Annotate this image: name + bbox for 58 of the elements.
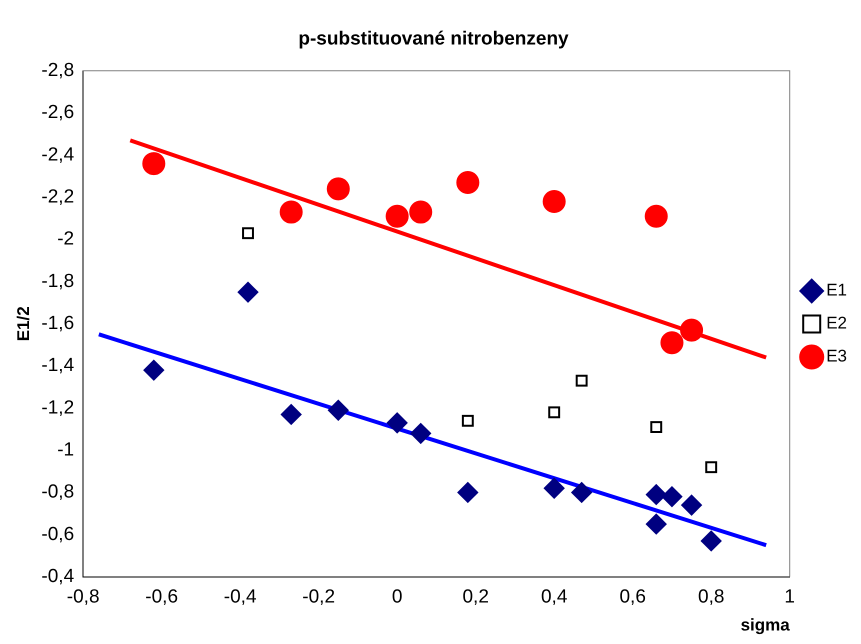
y-tick-label: -1,6 xyxy=(41,313,74,334)
point xyxy=(544,478,565,499)
point xyxy=(328,400,349,421)
point xyxy=(280,404,302,425)
x-tick-label: -0,6 xyxy=(145,586,178,608)
point xyxy=(462,414,474,427)
y-tick-label: -0,4 xyxy=(41,566,75,588)
y-tick-label: -2,8 xyxy=(41,60,74,82)
y-tick-label: -2,2 xyxy=(41,186,74,208)
y-tick-label: -2,6 xyxy=(41,102,74,124)
legend-label: E3 xyxy=(826,346,848,366)
point xyxy=(571,482,592,503)
y-axis-title: E1/2 xyxy=(14,306,33,342)
y-tick-label: -1 xyxy=(57,440,74,461)
point xyxy=(326,177,350,200)
legend-label: E2 xyxy=(826,314,848,333)
point xyxy=(661,486,682,508)
point xyxy=(576,374,588,387)
x-tick-label: -0,4 xyxy=(224,586,257,608)
x-tick-label: -0,2 xyxy=(302,586,336,608)
point xyxy=(705,461,718,474)
point xyxy=(456,171,480,194)
point xyxy=(386,412,408,434)
point xyxy=(142,152,166,176)
point xyxy=(548,406,560,418)
y-tick-label: -0,6 xyxy=(41,524,74,545)
y-tick-label: -1,4 xyxy=(41,355,75,376)
point xyxy=(409,200,432,224)
point xyxy=(650,421,662,434)
point xyxy=(646,484,667,506)
point xyxy=(410,422,432,444)
point xyxy=(660,331,684,354)
y-tick-label: -2,4 xyxy=(41,144,75,166)
x-tick-label: 0,2 xyxy=(462,586,489,608)
point xyxy=(280,200,303,224)
y-tick-label: -2 xyxy=(57,228,74,250)
point xyxy=(542,190,566,214)
point xyxy=(680,318,704,342)
point xyxy=(644,204,668,228)
point xyxy=(143,360,164,381)
point xyxy=(700,530,722,552)
point xyxy=(646,514,667,535)
y-tick-label: -0,8 xyxy=(41,482,74,503)
x-tick-label: 0,8 xyxy=(698,586,724,608)
x-tick-label: 0,6 xyxy=(619,586,646,608)
point xyxy=(457,482,478,503)
y-tick-label: -1,2 xyxy=(41,397,74,418)
point xyxy=(238,282,259,303)
x-tick-label: 0,4 xyxy=(540,586,568,608)
point xyxy=(681,494,702,516)
chart-title: p-substituované nitrobenzeny xyxy=(298,28,570,50)
x-tick-label: 0 xyxy=(392,586,402,608)
x-tick-label: 1 xyxy=(784,586,795,608)
x-axis-title: sigma xyxy=(740,615,790,634)
point xyxy=(242,227,254,240)
legend-label: E1 xyxy=(826,280,848,300)
point xyxy=(386,204,409,228)
y-tick-label: -1,8 xyxy=(41,270,74,292)
